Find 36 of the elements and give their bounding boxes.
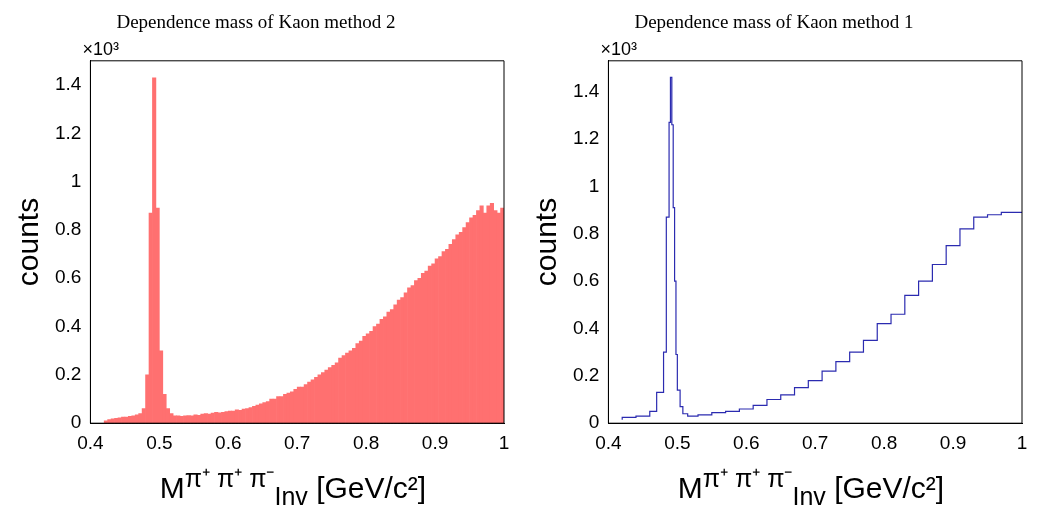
y-tick-label: 0.2 [54,363,82,385]
y-tick-label: 0.2 [572,364,600,386]
y-tick-label: 0.6 [572,269,600,291]
x-tick-label: 0.9 [939,431,967,453]
y-tick-label: 0 [70,411,82,433]
x-tick-label: 0.6 [733,431,760,453]
y-tick-label: 1.2 [54,121,82,143]
chart-title: Dependence mass of Kaon method 2 [116,11,396,33]
y-tick-label: 0 [588,411,600,433]
y-tick-label: 0.8 [572,221,600,243]
x-tick-label: 0.6 [215,431,242,453]
y-tick-label: 0.4 [572,316,600,338]
y-tick-label: 0.4 [54,314,82,336]
x-tick-label: 1 [498,431,510,453]
x-tick-label: 0.7 [284,431,311,453]
x-tick-label: 1 [1016,431,1028,453]
x-tick-label: 0.5 [146,431,173,453]
y-axis-title: counts [11,197,45,287]
x-tick-label: 0.7 [802,431,829,453]
y-tick-label: 1.2 [572,127,600,149]
y-tick-label: 1.4 [572,79,600,101]
x-tick-label: 0.9 [421,431,449,453]
text: ×10³ [600,38,637,59]
y-tick-label: 0.6 [54,266,82,288]
x-axis-title: M$^{π⁺ π⁺ π⁻}$$_{Inv}$ [GeV/c²] [676,463,946,512]
x-tick-label: 0.5 [664,431,691,453]
y-tick-label: 1 [588,174,600,196]
y-tick-label: 1 [70,169,82,191]
x-tick-label: 0.8 [870,431,898,453]
x-axis-title: M$^{π⁺ π⁺ π⁻}$$_{Inv}$ [GeV/c²] [158,463,428,512]
y-axis-title: counts [529,197,563,287]
y-tick-label: 0.8 [54,218,82,240]
chart-title: Dependence mass of Kaon method 1 [634,11,914,33]
y-tick-label: 1.4 [54,73,82,95]
x-tick-label: 0.8 [352,431,380,453]
text: ×10³ [82,38,119,59]
